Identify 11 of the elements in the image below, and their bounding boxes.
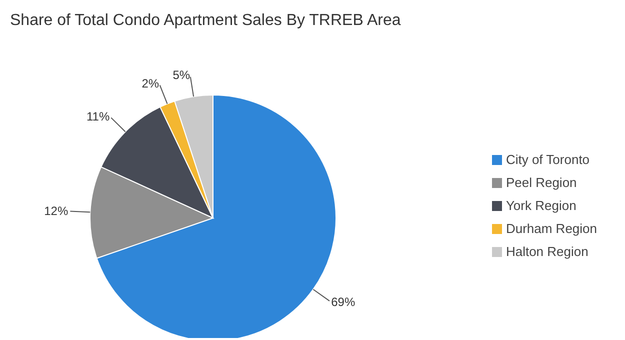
data-label: 11% xyxy=(86,109,110,124)
data-label: 2% xyxy=(142,76,160,90)
data-label: 12% xyxy=(44,204,68,218)
data-label: 5% xyxy=(172,68,190,82)
legend-label: Durham Region xyxy=(506,220,597,238)
legend-label: City of Toronto xyxy=(506,151,590,169)
chart-title: Share of Total Condo Apartment Sales By TRREB Area xyxy=(10,12,401,30)
data-label: 69% xyxy=(331,295,356,310)
legend-label: York Region xyxy=(506,197,576,215)
legend-label: Halton Region xyxy=(506,243,588,261)
legend-label: Peel Region xyxy=(506,174,577,192)
